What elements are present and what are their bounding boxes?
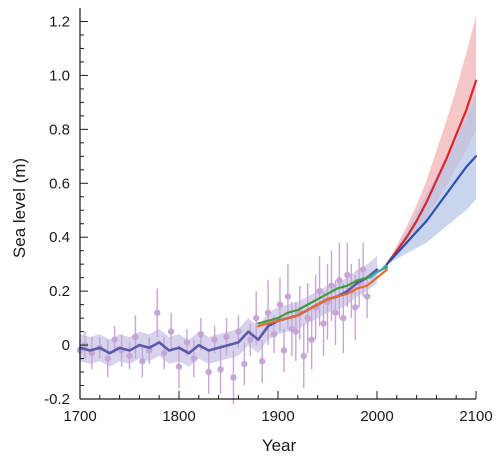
tide-gauge-point: [332, 309, 339, 316]
tide-gauge-point: [359, 266, 367, 273]
tide-gauge-point: [146, 347, 153, 354]
tide-gauge-point: [190, 355, 198, 362]
tide-gauge-point: [258, 358, 266, 365]
projection_high-line: [385, 79, 478, 266]
y-tick-label: 0.8: [49, 121, 70, 138]
y-tick-label: -0.2: [44, 391, 70, 408]
orange_record-line: [257, 268, 388, 328]
tide-gauge-point: [217, 366, 224, 373]
tide-gauge-point: [230, 374, 237, 381]
tide-gauge-point: [167, 328, 175, 335]
tide-gauge-point: [111, 336, 118, 343]
tide-gauge-point: [292, 328, 300, 335]
tide-gauge-point: [340, 314, 347, 322]
tide-gauge-point: [253, 314, 260, 322]
tide-gauge-point: [328, 282, 335, 289]
tide-gauge-point: [352, 304, 359, 311]
green_record-line: [257, 265, 388, 325]
tide-gauge-point: [139, 358, 146, 365]
y-tick-label: 0: [62, 337, 70, 354]
projection_low-line: [385, 155, 478, 266]
y-tick-label: 0.6: [49, 175, 70, 192]
tide-gauge-point: [235, 328, 242, 335]
tide-gauge-point: [264, 309, 272, 316]
tide-gauge-point: [197, 331, 204, 338]
tide-gauge-point: [160, 349, 168, 357]
tide-gauge-point: [280, 347, 288, 354]
tide-gauge-point: [304, 314, 311, 322]
tide-gauge-point: [300, 352, 307, 360]
tide-gauge-point: [241, 360, 248, 368]
tide-gauge-point: [211, 336, 218, 343]
tide-gauge-point: [336, 277, 343, 284]
x-axis-title: Year: [262, 436, 297, 455]
y-tick-label: 0.2: [49, 283, 70, 300]
tide-gauge-point: [270, 331, 278, 338]
tide-gauge-point: [104, 355, 111, 362]
x-tick-label: 2000: [360, 408, 393, 425]
x-tick-label: 1800: [162, 408, 195, 425]
tide-gauge-point: [320, 320, 327, 327]
x-tick-label: 2100: [459, 408, 492, 425]
cyan_record-line: [369, 263, 388, 279]
tide-gauge-point: [154, 309, 161, 316]
tide-gauge-point: [276, 301, 284, 308]
x-tick-label: 1700: [63, 408, 96, 425]
tide-gauge-point: [247, 336, 254, 343]
tide-gauge-point: [316, 287, 323, 295]
tide-gauge-point: [132, 333, 139, 341]
x-tick-label: 1900: [261, 408, 294, 425]
tide-gauge-point: [308, 336, 315, 343]
tide-gauge-point: [205, 368, 212, 376]
y-tick-label: 1.2: [49, 13, 70, 30]
reconstruction-uncertainty-band: [80, 256, 377, 367]
tide-gauge-point: [363, 293, 371, 300]
y-tick-label: 1.0: [49, 67, 70, 84]
y-tick-label: 0.4: [49, 229, 70, 246]
tide-gauge-point: [344, 271, 351, 279]
tide-gauge-point: [183, 339, 191, 346]
tide-gauge-point: [223, 333, 230, 341]
y-axis-title: Sea level (m): [10, 158, 29, 258]
tide-gauge-point: [126, 352, 133, 360]
tide-gauge-point: [284, 293, 292, 300]
tide-gauge-point: [175, 363, 183, 370]
